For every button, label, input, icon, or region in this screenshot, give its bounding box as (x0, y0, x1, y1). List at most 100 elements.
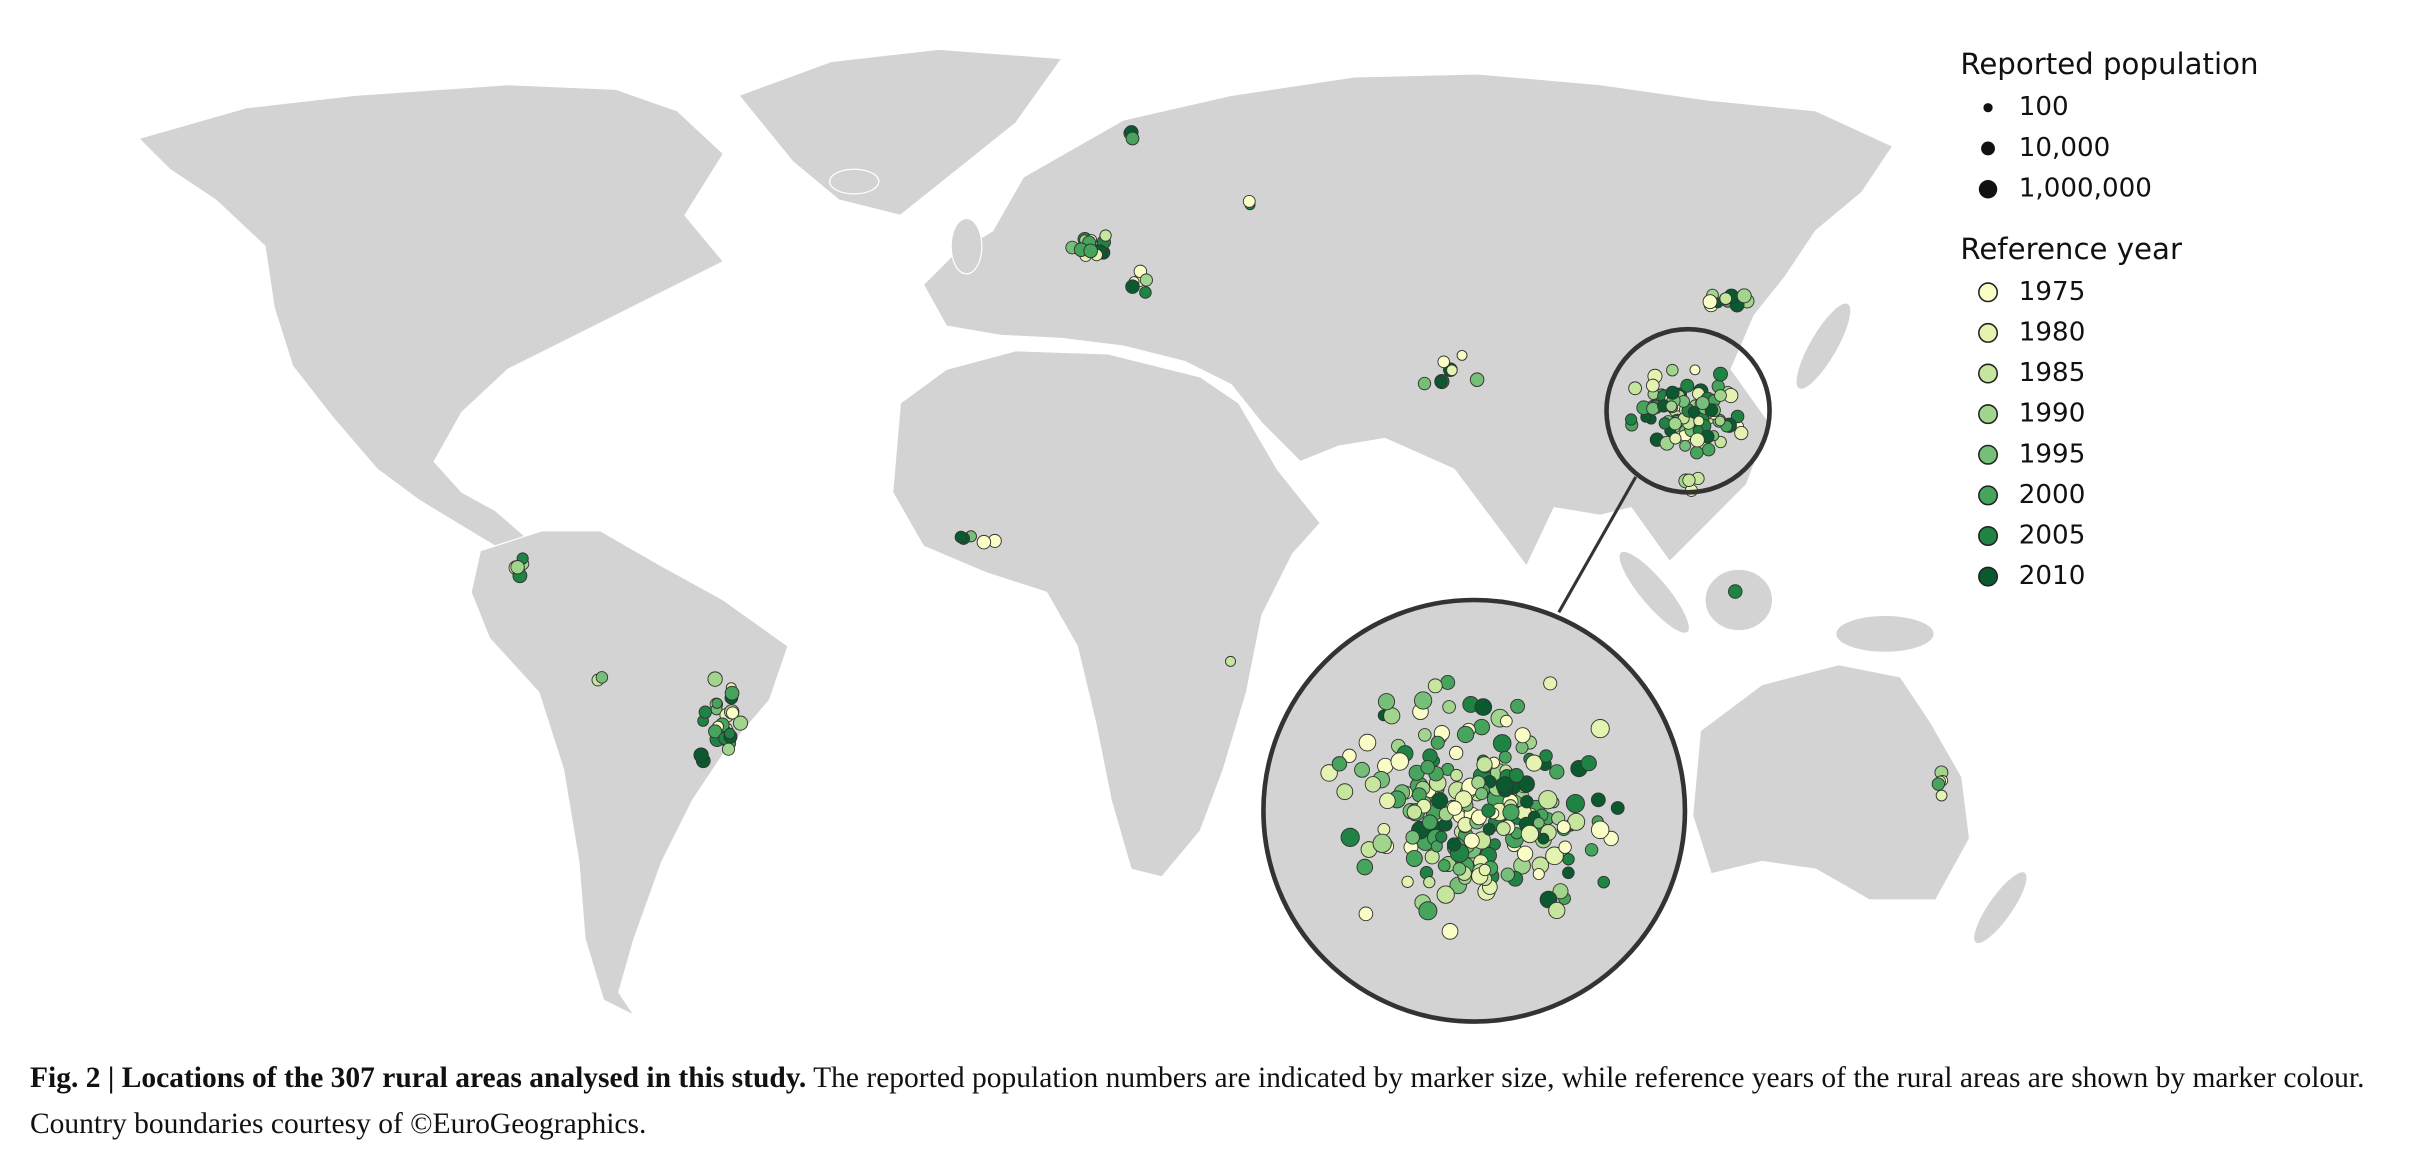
inset-marker (1558, 840, 1572, 854)
area-marker (1679, 439, 1692, 452)
inset-marker (1440, 675, 1456, 690)
area-marker (1736, 288, 1752, 304)
inset-marker (1545, 846, 1564, 866)
year-key (1978, 363, 1999, 384)
area-marker (1687, 406, 1700, 419)
area-marker (1665, 385, 1680, 400)
inset-marker (1358, 733, 1377, 752)
area-marker (1728, 584, 1743, 599)
inset-marker (1532, 867, 1545, 881)
uk (950, 217, 983, 275)
area-marker (1713, 366, 1728, 382)
inset-marker (1514, 727, 1531, 744)
inset-marker (1474, 698, 1493, 716)
area-marker (1682, 473, 1696, 487)
inset-marker (1342, 748, 1357, 764)
year-key-label: 2000 (2019, 480, 2086, 510)
inset-marker (1446, 837, 1462, 852)
area-marker (1469, 372, 1485, 387)
inset-marker (1364, 776, 1382, 793)
inset-marker (1476, 756, 1493, 773)
area-marker (708, 724, 723, 739)
inset-marker (1537, 832, 1550, 845)
inset-marker (1475, 787, 1489, 801)
inset-marker (1552, 883, 1569, 900)
inset-marker (1456, 725, 1475, 744)
inset-marker (1538, 790, 1558, 810)
inset-marker (1510, 698, 1526, 714)
area-marker (698, 705, 712, 719)
inset-marker (1442, 700, 1456, 714)
inset-marker (1418, 728, 1432, 742)
inset-marker (1556, 820, 1571, 835)
inset-marker (1427, 678, 1443, 694)
sumatra (1618, 550, 1691, 634)
area-marker (1645, 378, 1660, 393)
inset-marker (1539, 749, 1553, 763)
inset-marker (1401, 875, 1414, 888)
australia (1692, 663, 1971, 901)
area-marker (1734, 426, 1749, 441)
area-marker (1646, 401, 1660, 416)
area-marker (1456, 349, 1468, 361)
inset-marker (1548, 901, 1566, 920)
year-key-label: 1995 (2019, 439, 2086, 469)
inset-markers (1320, 675, 1625, 940)
caption: Fig. 2 | Locations of the 307 rural area… (30, 1055, 2390, 1147)
inset-marker (1423, 876, 1436, 889)
area-marker (1714, 415, 1726, 427)
area-marker (1083, 243, 1098, 259)
caption-label: Fig. 2 | Locations of the 307 rural area… (30, 1062, 807, 1094)
year-key-label: 2010 (2019, 561, 2086, 591)
inset-marker (1482, 822, 1496, 836)
inset-marker (1421, 814, 1438, 831)
area-marker (1139, 286, 1152, 299)
south-america (470, 530, 789, 1017)
inset-marker (1471, 775, 1486, 790)
year-key-label: 1990 (2019, 399, 2086, 429)
area-marker (1690, 445, 1704, 460)
size-key-label: 1,000,000 (2019, 174, 2152, 204)
size-key-label: 100 (2019, 92, 2069, 122)
africa (892, 350, 1322, 878)
area-marker (1680, 378, 1695, 393)
inset-marker (1356, 858, 1374, 876)
size-key (1978, 180, 1998, 199)
inset-marker (1405, 849, 1423, 867)
caption-text: The reported population numbers are indi… (30, 1062, 2365, 1140)
area-marker (1701, 442, 1716, 457)
year-key-label: 1985 (2019, 358, 2086, 388)
inset-marker (1500, 867, 1515, 882)
inset-marker (1498, 750, 1512, 764)
continents (137, 48, 2028, 1017)
inset-marker (1430, 735, 1445, 750)
inset-marker (1405, 830, 1420, 845)
inset-marker (1590, 820, 1610, 840)
inset-marker (1584, 843, 1599, 857)
inset-marker (1495, 776, 1514, 794)
area-marker (1225, 655, 1236, 667)
inset-marker (1435, 830, 1448, 843)
area-marker (707, 671, 723, 687)
zoom-region (1604, 326, 1772, 495)
inset-marker (1508, 767, 1524, 783)
inset-marker (1590, 719, 1610, 739)
inset-marker (1452, 862, 1467, 876)
area-marker (1719, 292, 1733, 305)
inset-marker (1520, 824, 1540, 844)
year-key (1978, 404, 1999, 425)
area-marker (1669, 432, 1682, 445)
area-marker (1666, 363, 1679, 377)
inset-marker (1478, 863, 1491, 877)
greenland (737, 48, 1064, 217)
area-marker (732, 715, 749, 731)
inset-marker (1331, 756, 1348, 772)
area-marker (1689, 432, 1705, 448)
size-key (1981, 141, 1995, 156)
inset-marker (1565, 794, 1585, 814)
inset-marker (1406, 804, 1422, 820)
size-legend-title: Reported population (1960, 47, 2258, 81)
inset-marker (1463, 832, 1480, 849)
inset-marker (1447, 800, 1463, 816)
inset-marker (1354, 761, 1370, 778)
